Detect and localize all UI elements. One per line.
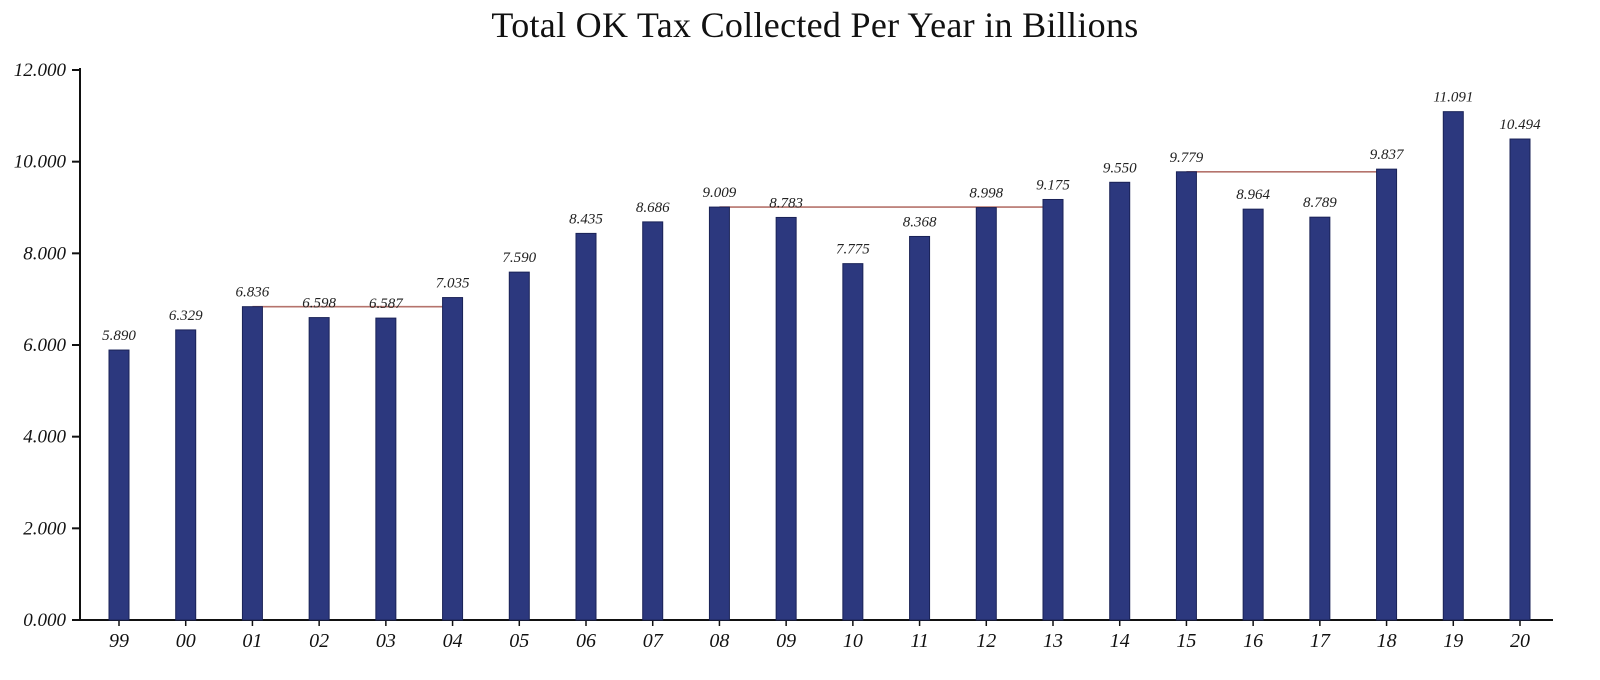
- x-tick-label: 10: [843, 630, 863, 652]
- reference-lines-layer: [252, 170, 1387, 308]
- data-label: 6.587: [369, 296, 404, 312]
- data-label: 6.329: [169, 308, 203, 324]
- y-tick-label: 4.000: [23, 427, 66, 448]
- data-label: 8.998: [969, 186, 1003, 202]
- x-tick-label: 07: [643, 630, 664, 652]
- data-label: 9.837: [1370, 147, 1405, 163]
- bar: [1175, 171, 1197, 621]
- x-tick-label: 03: [376, 630, 396, 652]
- bar: [1509, 138, 1531, 621]
- data-label: 8.964: [1236, 187, 1270, 203]
- x-tick-label: 09: [776, 630, 796, 652]
- y-tick-label: 6.000: [23, 335, 66, 356]
- bar: [1309, 216, 1331, 621]
- x-tick-label: 01: [242, 630, 262, 652]
- x-tick-label: 20: [1510, 630, 1530, 652]
- bar: [642, 221, 664, 621]
- x-tick-label: 14: [1110, 630, 1130, 652]
- bar: [241, 306, 263, 621]
- data-label: 7.590: [502, 250, 536, 266]
- x-tick-label: 16: [1243, 630, 1263, 652]
- data-label: 5.890: [102, 328, 136, 344]
- labels-layer: 99 5.890 00 6.329 01 6.836 02 6.598 03 6.587 04 7.0…: [102, 90, 1541, 652]
- data-label: 9.175: [1036, 177, 1070, 193]
- x-tick-label: 05: [509, 630, 529, 652]
- y-tick-label: 0.000: [23, 610, 66, 631]
- x-tick-label: 18: [1377, 630, 1397, 652]
- data-label: 6.598: [302, 296, 336, 312]
- data-label: 8.435: [569, 211, 603, 227]
- data-label: 11.091: [1433, 90, 1473, 106]
- x-tick-label: 13: [1043, 630, 1063, 652]
- x-tick-label: 08: [709, 630, 729, 652]
- bar: [375, 317, 397, 621]
- x-tick-label: 02: [309, 630, 329, 652]
- x-tick-label: 06: [576, 630, 596, 652]
- data-label: 8.686: [636, 200, 670, 216]
- data-label: 8.783: [769, 195, 803, 211]
- bar: [1109, 181, 1131, 621]
- data-label: 7.035: [436, 276, 470, 292]
- data-label: 9.779: [1170, 150, 1204, 166]
- bars-layer: [108, 111, 1531, 621]
- bar: [508, 271, 530, 621]
- data-label: 9.550: [1103, 160, 1137, 176]
- bar: [1042, 198, 1064, 621]
- bar: [975, 207, 997, 621]
- bar: [842, 263, 864, 621]
- y-tick-label: 10.000: [14, 152, 67, 173]
- data-label: 8.789: [1303, 195, 1337, 211]
- x-tick-label: 00: [176, 630, 196, 652]
- bar: [175, 329, 197, 621]
- bar: [1442, 111, 1464, 621]
- bar: [575, 232, 597, 621]
- x-tick-label: 15: [1176, 630, 1196, 652]
- x-tick-label: 99: [109, 630, 129, 652]
- data-label: 7.775: [836, 242, 870, 258]
- bar: [775, 216, 797, 621]
- x-tick-label: 04: [443, 630, 463, 652]
- y-tick-label: 12.000: [14, 60, 67, 81]
- y-tick-label: 8.000: [23, 243, 66, 264]
- data-label: 10.494: [1499, 117, 1541, 133]
- data-label: 6.836: [236, 285, 270, 301]
- data-label: 9.009: [703, 185, 737, 201]
- bar: [442, 297, 464, 621]
- bar: [708, 206, 730, 621]
- x-tick-label: 19: [1443, 630, 1463, 652]
- x-tick-label: 17: [1310, 630, 1331, 652]
- bar: [108, 349, 130, 621]
- bar: [1242, 208, 1264, 621]
- data-label: 8.368: [903, 214, 937, 230]
- bar: [308, 317, 330, 621]
- bar: [1376, 168, 1398, 621]
- chart-title: Total OK Tax Collected Per Year in Billi…: [491, 5, 1139, 45]
- y-tick-label: 2.000: [23, 518, 66, 539]
- x-tick-label: 12: [976, 630, 996, 652]
- bar: [909, 235, 931, 621]
- x-tick-label: 11: [910, 630, 929, 652]
